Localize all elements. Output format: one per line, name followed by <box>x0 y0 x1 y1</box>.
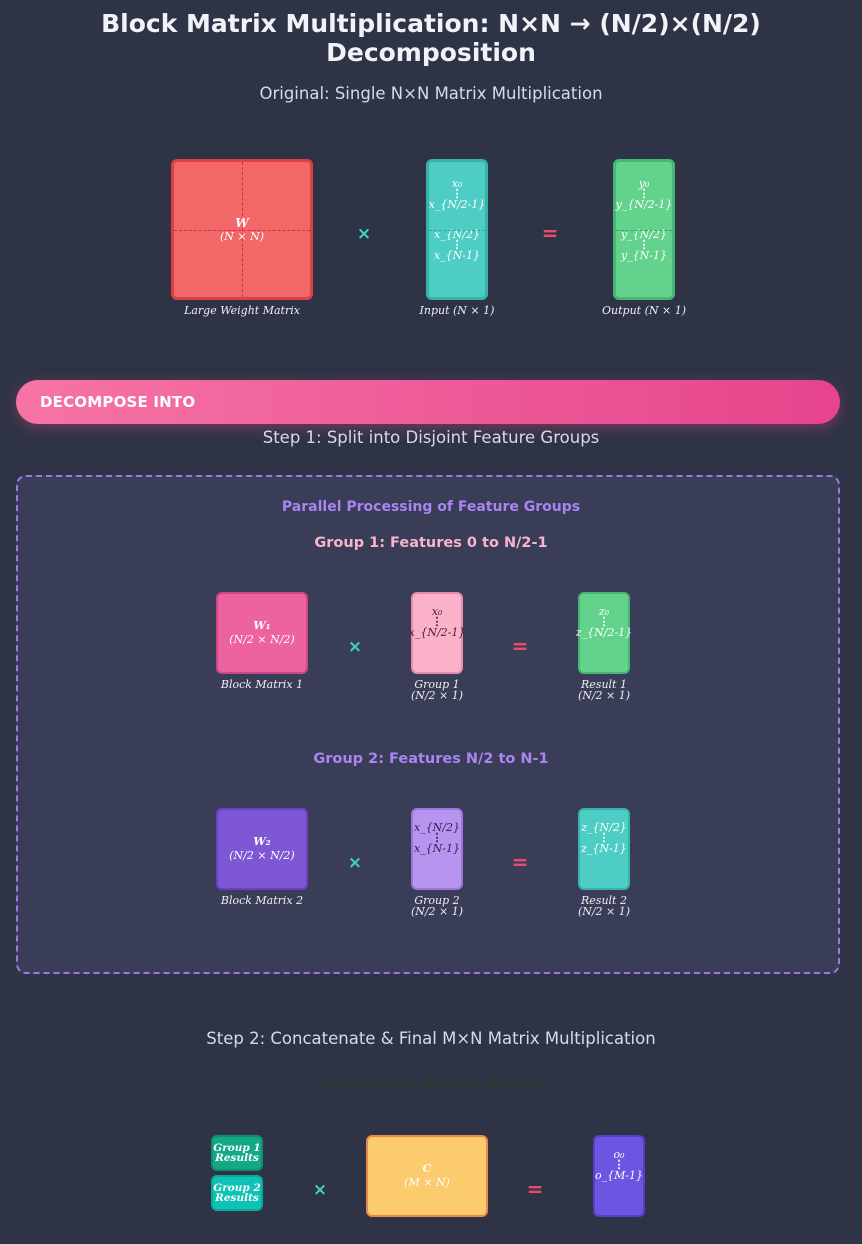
result1-vdots: ⋮ <box>598 615 610 628</box>
block-matrix-2: W₂ (N/2 × N/2) <box>216 808 308 890</box>
result1-vector: z₀ ⋮ z_{N/2-1} <box>575 592 633 674</box>
output-y-half: y_{N/2} <box>620 228 668 241</box>
group2-vec-top: x_{N/2} <box>413 821 461 834</box>
input-caption: Input (N × 1) <box>419 304 495 317</box>
group2-vec-caption-2: (N/2 × 1) <box>410 905 464 918</box>
group2-equals: = <box>511 850 529 874</box>
group1-vec-bottom: x_{N/2-1} <box>408 626 466 639</box>
result1-caption: Result 1 (N/2 × 1) <box>564 679 644 701</box>
output-y-last: y_{N-1} <box>620 249 668 262</box>
step2-equals: = <box>526 1177 544 1201</box>
output-split <box>616 230 672 231</box>
group1-results-line2: Results <box>215 1152 259 1164</box>
result2-top: z_{N/2} <box>581 821 627 834</box>
step2-sub-heading: Concatenate Disjoint Results <box>316 1077 546 1093</box>
group2-heading: Group 2: Features N/2 to N-1 <box>313 751 549 767</box>
equals-operator: = <box>541 221 559 245</box>
feature-groups-panel <box>16 475 840 974</box>
result1-caption-2: (N/2 × 1) <box>577 689 631 702</box>
output-vdots-2: ⋮ <box>638 238 650 251</box>
concat-label: C <box>422 1162 432 1175</box>
page-title-text: Block Matrix Multiplication: N×N → (N/2)… <box>101 9 761 67</box>
step2-times: × <box>312 1180 328 1200</box>
concat-matrix: C (M × N) <box>366 1135 488 1217</box>
step2-heading: Step 2: Concatenate & Final M×N Matrix M… <box>206 1029 656 1048</box>
group1-times: × <box>347 637 363 657</box>
weight-split-horizontal <box>174 230 310 231</box>
step1-heading: Step 1: Split into Disjoint Feature Grou… <box>262 428 600 447</box>
weight-label: W <box>235 215 249 230</box>
block2-size: (N/2 × N/2) <box>229 849 295 862</box>
input-vdots-2: ⋮ <box>451 238 463 251</box>
original-heading: Original: Single N×N Matrix Multiplicati… <box>259 84 603 103</box>
group2-vector: x_{N/2} ⋮ x_{N-1} <box>411 808 463 890</box>
page-title: Block Matrix Multiplication: N×N → (N/2)… <box>0 9 862 67</box>
decompose-banner-label: DECOMPOSE INTO <box>40 393 196 411</box>
block2-caption: Block Matrix 2 <box>220 894 304 907</box>
times-operator: × <box>356 224 372 244</box>
block-matrix-1: W₁ (N/2 × N/2) <box>216 592 308 674</box>
input-x-half-minus: x_{N/2-1} <box>428 198 486 211</box>
group2-vec-vdots: ⋮ <box>431 831 443 844</box>
group1-vec-vdots: ⋮ <box>431 615 443 628</box>
group1-heading: Group 1: Features 0 to N/2-1 <box>314 535 548 551</box>
group2-vec-caption-1: Group 2 <box>414 894 460 907</box>
result1-bottom: z_{N/2-1} <box>575 626 633 639</box>
block1-caption: Block Matrix 1 <box>220 678 304 691</box>
result2-caption: Result 2 (N/2 × 1) <box>564 895 644 917</box>
panel-title: Parallel Processing of Feature Groups <box>281 499 581 515</box>
result2-vdots: ⋮ <box>598 831 610 844</box>
group1-vec-caption-2: (N/2 × 1) <box>410 689 464 702</box>
output-vdots-1: ⋮ <box>638 187 650 200</box>
final-output-bottom: o_{M-1} <box>594 1169 644 1182</box>
decompose-banner: DECOMPOSE INTO <box>16 380 840 424</box>
result2-caption-2: (N/2 × 1) <box>577 905 631 918</box>
result1-caption-1: Result 1 <box>581 678 627 691</box>
output-vector: y₀ ⋮ y_{N/2-1} y_{N/2} ⋮ y_{N-1} <box>613 159 675 300</box>
group2-vec-bottom: x_{N-1} <box>413 842 461 855</box>
result2-bottom: z_{N-1} <box>581 842 627 855</box>
weight-matrix: W (N × N) <box>171 159 313 300</box>
input-x-last: x_{N-1} <box>433 249 481 262</box>
final-output-top: o₀ <box>613 1148 625 1161</box>
group2-results-block: Group 2 Results <box>211 1175 263 1211</box>
output-y-half-minus: y_{N/2-1} <box>615 198 673 211</box>
weight-size: (N × N) <box>219 229 265 243</box>
group1-vec-top: x₀ <box>431 605 443 618</box>
weight-caption: Large Weight Matrix <box>184 304 300 317</box>
block1-size: (N/2 × N/2) <box>229 633 295 646</box>
block1-label: W₁ <box>253 619 271 632</box>
group2-times: × <box>347 853 363 873</box>
output-y0: y₀ <box>638 177 650 190</box>
group1-vec-caption-1: Group 1 <box>414 678 460 691</box>
block2-label: W₂ <box>253 835 271 848</box>
input-x0: x₀ <box>451 177 463 190</box>
result2-caption-1: Result 2 <box>581 894 627 907</box>
group1-results-block: Group 1 Results <box>211 1135 263 1171</box>
input-vdots-1: ⋮ <box>451 187 463 200</box>
final-output-vector: o₀ ⋮ o_{M-1} <box>593 1135 645 1217</box>
group1-vec-caption: Group 1 (N/2 × 1) <box>397 679 477 701</box>
input-vector: x₀ ⋮ x_{N/2-1} x_{N/2} ⋮ x_{N-1} <box>426 159 488 300</box>
group1-equals: = <box>511 634 529 658</box>
group1-results-line1: Group 1 <box>213 1142 261 1154</box>
input-x-half: x_{N/2} <box>433 228 481 241</box>
group2-results-line2: Results <box>215 1192 259 1204</box>
group2-results-line1: Group 2 <box>213 1182 261 1194</box>
group2-vec-caption: Group 2 (N/2 × 1) <box>397 895 477 917</box>
group1-vector: x₀ ⋮ x_{N/2-1} <box>408 592 466 674</box>
weight-split-vertical <box>242 162 243 297</box>
result2-vector: z_{N/2} ⋮ z_{N-1} <box>578 808 630 890</box>
concat-size: (M × N) <box>404 1176 450 1189</box>
final-output-vdots: ⋮ <box>613 1158 625 1171</box>
input-split <box>429 230 485 231</box>
output-caption: Output (N × 1) <box>602 304 686 317</box>
result1-top: z₀ <box>598 605 610 618</box>
